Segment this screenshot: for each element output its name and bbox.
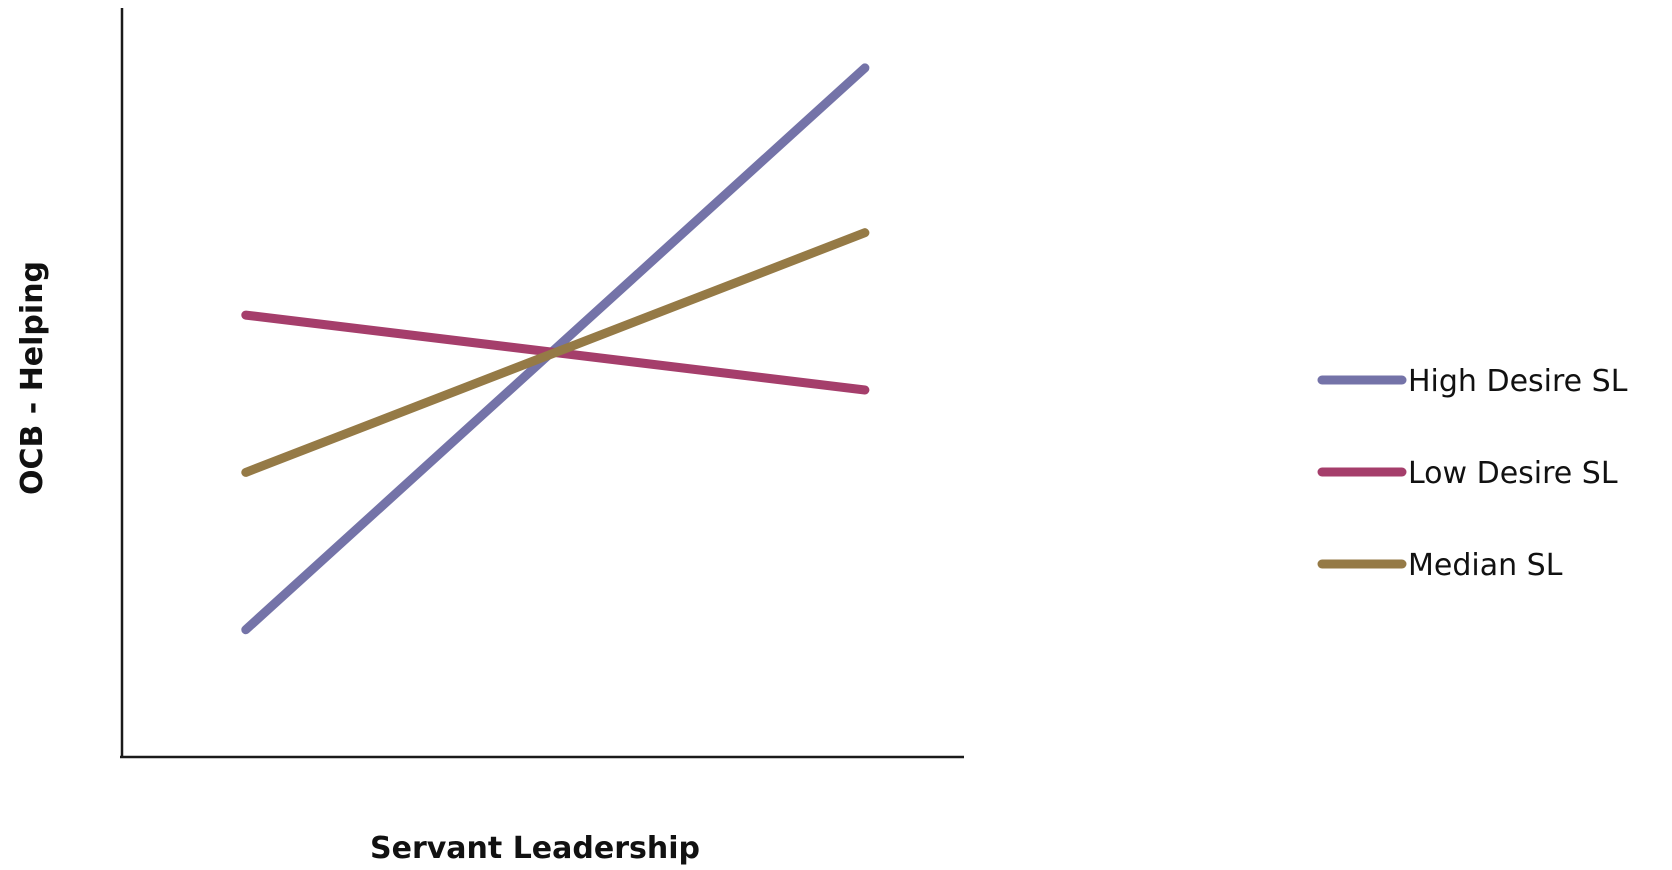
legend-label-median-sl: Median SL [1408, 548, 1563, 583]
series-layer [241, 63, 870, 635]
legend-item-median-sl: Median SL [1317, 548, 1563, 583]
legend-label-high-desire-sl: High Desire SL [1408, 364, 1628, 399]
legend-item-high-desire-sl: High Desire SL [1317, 364, 1628, 399]
series-line-median-sl [241, 228, 870, 477]
x-axis-title: Servant Leadership [370, 831, 700, 866]
legend-label-low-desire-sl: Low Desire SL [1408, 456, 1618, 491]
legend-item-low-desire-sl: Low Desire SL [1317, 456, 1618, 491]
y-axis-title: OCB - Helping [15, 261, 50, 495]
legend: High Desire SL Low Desire SL Median SL [1317, 364, 1628, 583]
